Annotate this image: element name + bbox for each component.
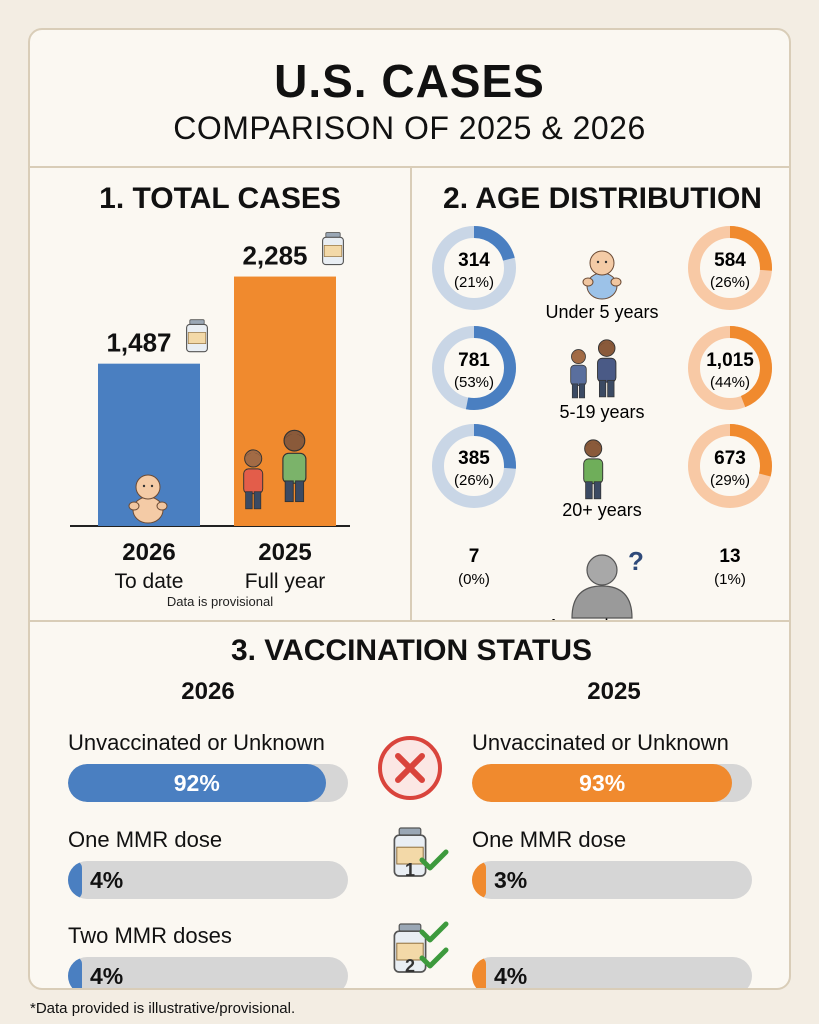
dose-number-one: 1 (405, 860, 415, 880)
donut-2026-group-0-arc (432, 226, 516, 310)
donut-2025-group-0-arc (688, 226, 772, 310)
donut-2025-group-2-arc (688, 424, 772, 508)
percent-2025-group-3: (1%) (714, 571, 746, 588)
vacc-bar-track-2025-row-0: 93% (472, 764, 752, 802)
vacc-label-2026-row-2: Two MMR doses (68, 923, 232, 948)
red-x-icon (378, 736, 442, 800)
infographic-card: U.S. CASES COMPARISON OF 2025 & 2026 1. … (28, 28, 791, 990)
value-2025-group-2: 673 (714, 448, 746, 469)
bar-value-label-2025: 2,285 (242, 241, 307, 271)
value-2026-group-0: 314 (458, 250, 490, 271)
check-icon-two-doses-a (419, 921, 449, 943)
student-boy-icon (597, 339, 617, 398)
donut-2026-group-1 (432, 326, 516, 410)
vacc-bar-value-2026-row-1: 4% (90, 867, 124, 893)
age-group-label-2: 20+ years (562, 500, 642, 520)
vacc-label-2026-row-0: Unvaccinated or Unknown (68, 730, 325, 755)
question-mark-icon: ? (628, 546, 644, 576)
vacc-label-2025-row-1: One MMR dose (472, 827, 627, 852)
value-2025-group-1: 1,015 (706, 350, 754, 371)
vial-two-doses-icon (393, 923, 427, 973)
page-subtitle: COMPARISON OF 2025 & 2026 (173, 110, 646, 146)
vaccination-icons: 12 (378, 736, 449, 976)
baby-icon (582, 250, 622, 300)
donut-2025-group-2 (688, 424, 772, 508)
vaccination-status-title: 3. VACCINATION STATUS (230, 634, 593, 667)
value-2025-group-0: 584 (714, 250, 746, 271)
percent-2025-group-1: (44%) (710, 374, 750, 391)
unknown-person-icon: ? (571, 546, 644, 619)
vacc-bar-track-2026-row-1: 4% (68, 861, 348, 899)
category-label-2026: 2026 (122, 539, 175, 566)
donut-2026-group-1-arc (432, 326, 516, 410)
percent-2025-group-2: (29%) (710, 472, 750, 489)
vacc-bar-value-2026-row-2: 4% (90, 963, 124, 989)
percent-2026-group-1: (53%) (454, 374, 494, 391)
dose-number-two: 2 (405, 956, 415, 976)
vacc-bar-fill-2026-row-2 (68, 957, 82, 988)
value-2025-group-3: 13 (719, 546, 740, 567)
age-group-label-1: 5-19 years (559, 402, 644, 422)
percent-2025-group-0: (26%) (710, 274, 750, 291)
adult-icon (583, 439, 604, 500)
vacc-bar-value-2025-row-0: 93% (579, 770, 626, 796)
vacc-bar-fill-2025-row-0 (472, 764, 733, 802)
divider-sections (30, 620, 789, 622)
age-distribution-title: 2. AGE DISTRIBUTION (443, 182, 762, 215)
donut-2025-group-1-arc (688, 326, 772, 410)
vacc-bar-track-2026-row-0: 92% (68, 764, 348, 802)
baby-icon (128, 474, 168, 524)
vacc-bar-fill-2025-row-1 (472, 861, 486, 899)
vacc-label-2025-row-0: Unvaccinated or Unknown (472, 730, 729, 755)
student-girl-icon (570, 349, 587, 399)
divider-vertical (410, 168, 412, 620)
vacc-bar-track-2025-row-2: 4% (472, 957, 752, 989)
vacc-bar-value-2025-row-1: 3% (494, 867, 528, 893)
vaccine-vial-icon-2026 (186, 319, 208, 353)
percent-2026-group-0: (21%) (454, 274, 494, 291)
age-distribution-chart: 314 (21%) 584 (26%) Under 5 years 781 (53%) 1,0… (432, 226, 772, 620)
child-girl-icon (243, 449, 264, 510)
vacc-bar-fill-2025-row-2 (472, 957, 486, 988)
vacc-bar-fill-2026-row-0 (68, 764, 326, 802)
vacc-label-2026-row-1: One MMR dose (68, 827, 223, 852)
donut-2025-group-0 (688, 226, 772, 310)
donut-2026-group-0 (432, 226, 516, 310)
percent-2026-group-2: (26%) (454, 472, 494, 489)
vial-one-dose-icon (393, 827, 427, 877)
divider-header (30, 166, 789, 168)
vacc-bar-track-2025-row-1: 3% (472, 861, 752, 899)
footnote: *Data provided is illustrative/provision… (30, 1000, 296, 1017)
category-label-2025: 2025 (258, 539, 311, 566)
donut-2026-group-2-arc (432, 424, 516, 508)
check-icon-one-dose (419, 849, 449, 871)
value-2026-group-2: 385 (458, 448, 490, 469)
year-label-2026: 2026 (181, 678, 235, 705)
total-cases-title: 1. TOTAL CASES (99, 182, 341, 215)
vaccine-vial-icon-2025 (322, 232, 344, 266)
vacc-bar-fill-2026-row-1 (68, 861, 82, 899)
vacc-bar-value-2025-row-2: 4% (494, 963, 528, 989)
value-2026-group-3: 7 (469, 546, 480, 567)
vacc-bar-track-2026-row-2: 4% (68, 957, 348, 989)
child-boy-icon (282, 429, 307, 503)
provisional-note: Data is provisional (167, 594, 273, 609)
value-2026-group-1: 781 (458, 350, 490, 371)
check-icon-two-doses-b (419, 947, 449, 969)
bar-value-label-2026: 1,487 (106, 328, 171, 358)
age-group-label-0: Under 5 years (545, 302, 658, 322)
year-label-2025: 2025 (587, 678, 641, 705)
category-sublabel-2026: To date (115, 570, 184, 593)
donut-2025-group-1 (688, 326, 772, 410)
donut-2026-group-2 (432, 424, 516, 508)
vacc-bar-value-2026-row-0: 92% (173, 770, 220, 796)
page-title: U.S. CASES (274, 55, 545, 107)
category-sublabel-2025: Full year (245, 570, 326, 593)
percent-2026-group-3: (0%) (458, 571, 490, 588)
